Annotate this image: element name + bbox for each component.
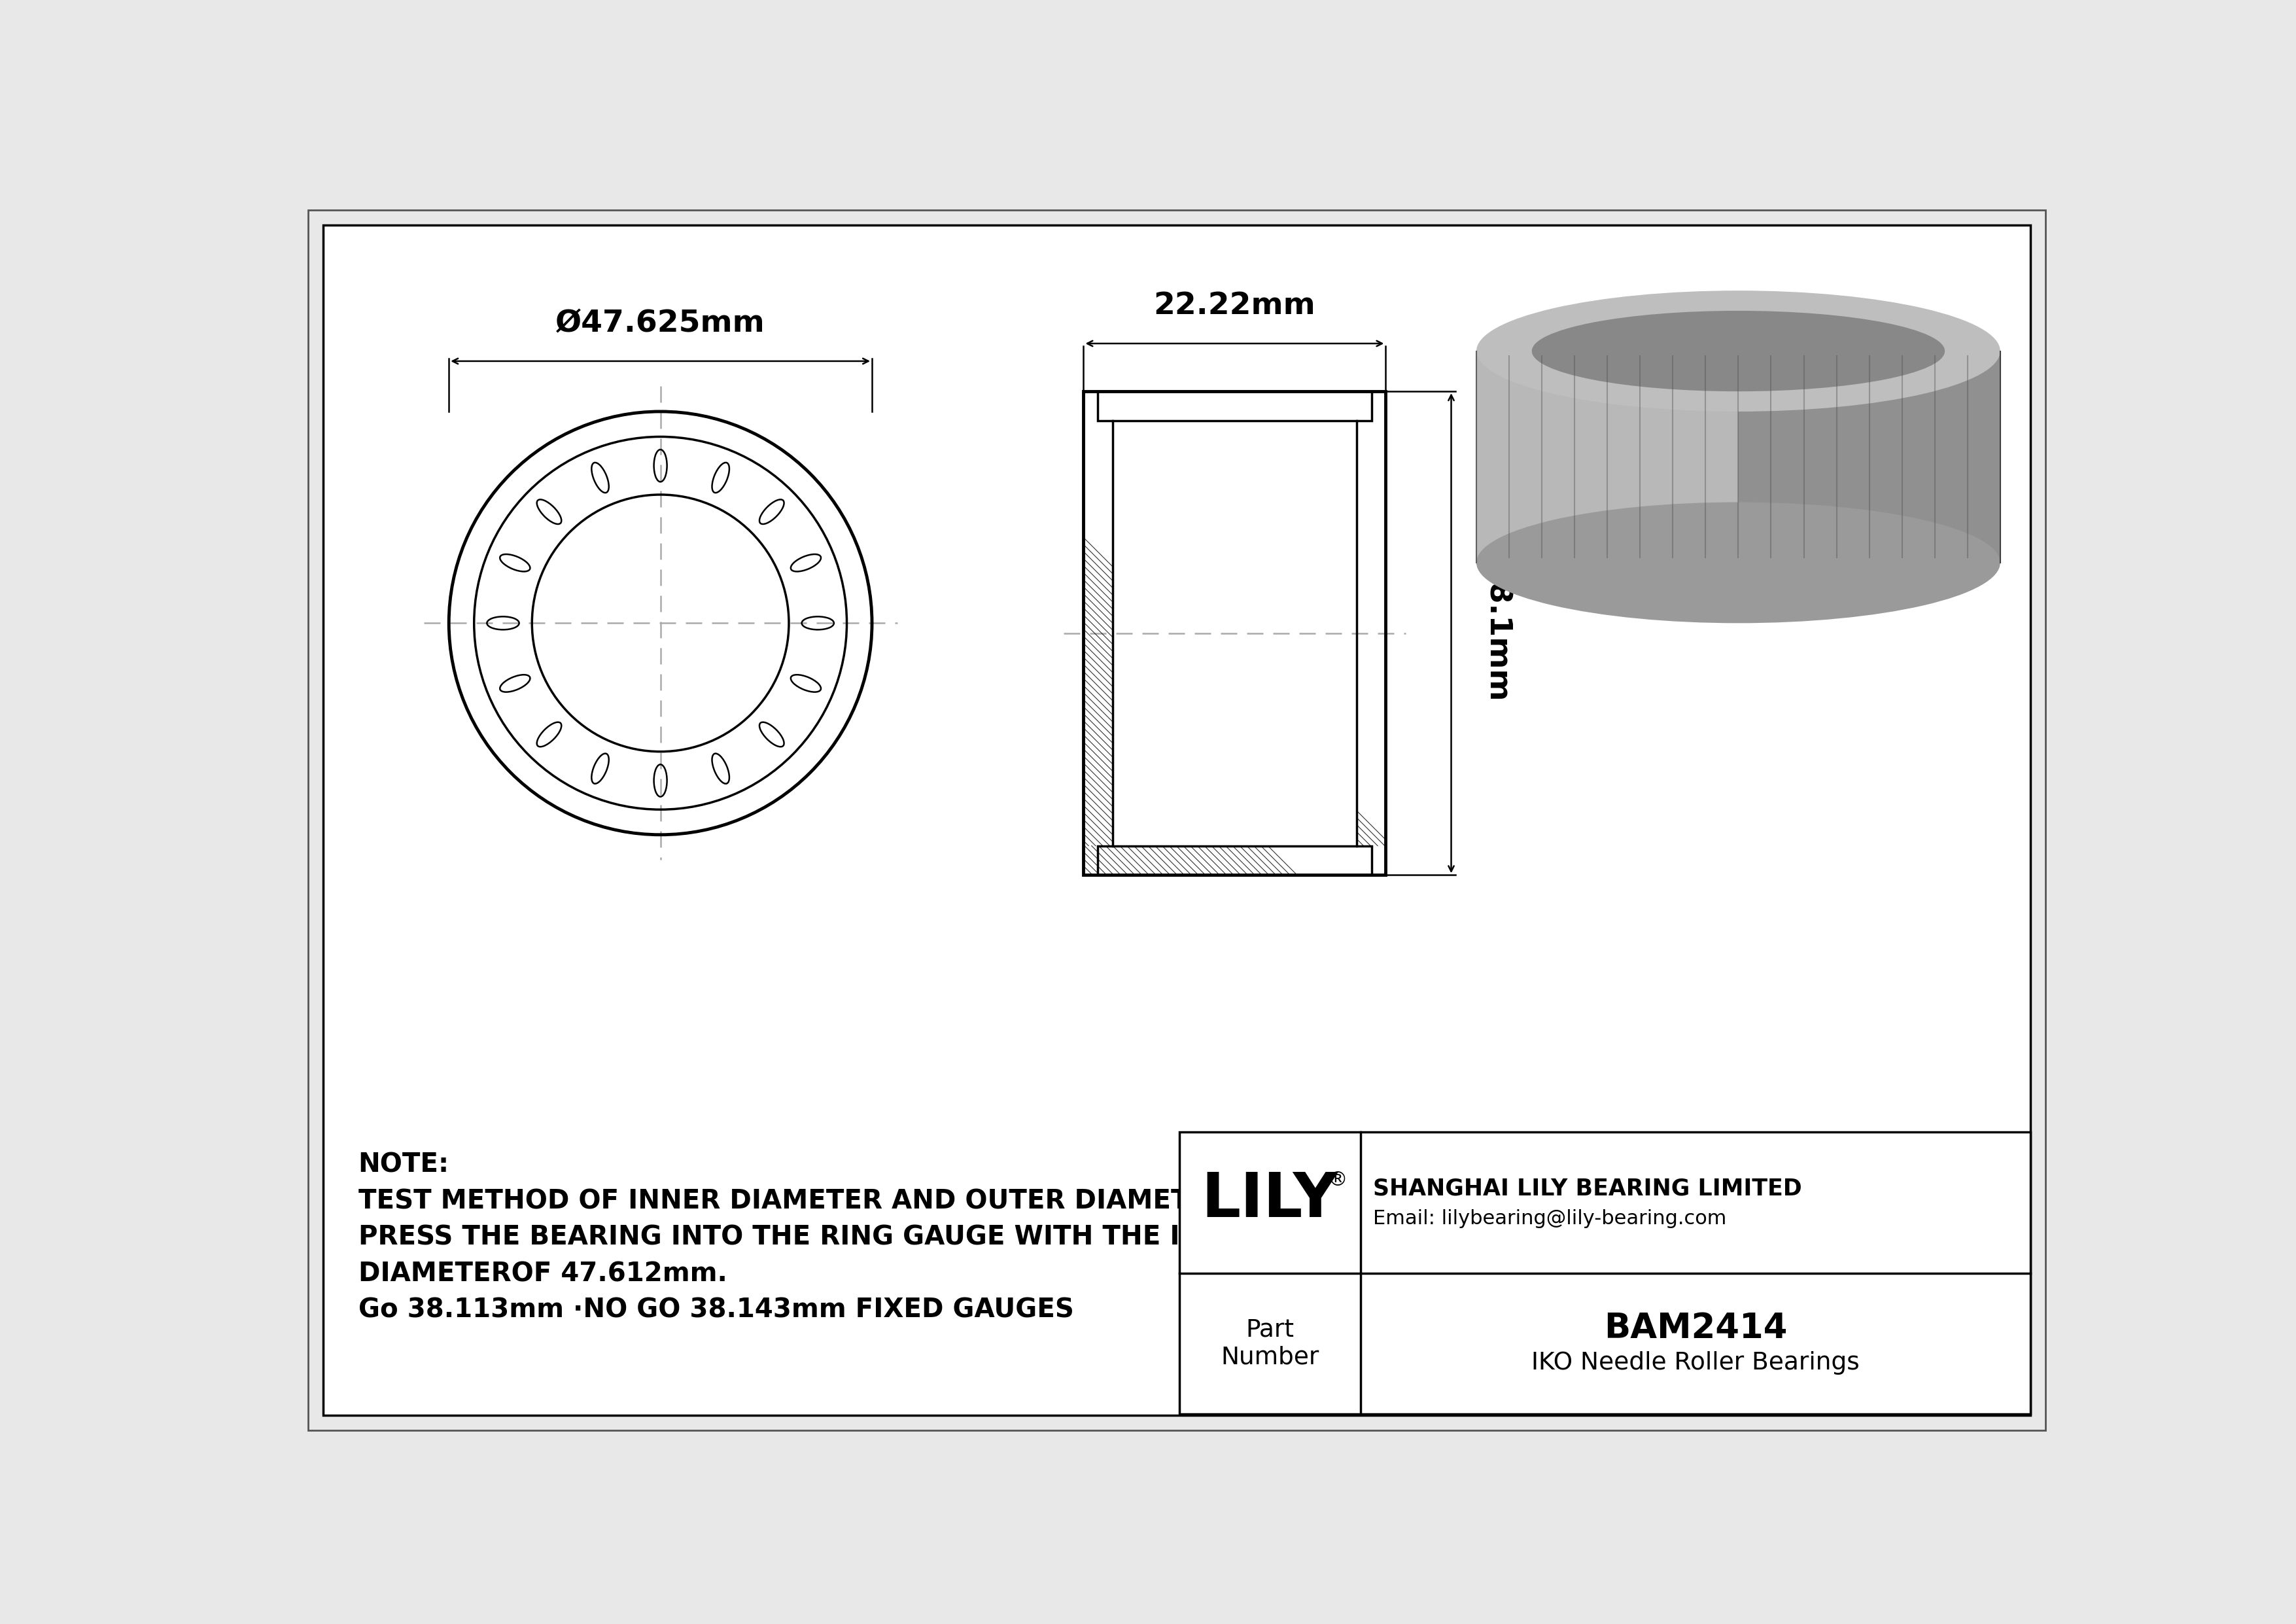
- Text: SHANGHAI LILY BEARING LIMITED: SHANGHAI LILY BEARING LIMITED: [1373, 1177, 1802, 1200]
- Text: 38.1mm: 38.1mm: [1481, 564, 1511, 703]
- Text: 22.22mm: 22.22mm: [1153, 291, 1316, 322]
- Text: Part
Number: Part Number: [1221, 1319, 1320, 1369]
- Text: IKO Needle Roller Bearings: IKO Needle Roller Bearings: [1531, 1351, 1860, 1374]
- Bar: [1180, 1132, 2030, 1415]
- Bar: [1097, 391, 1371, 421]
- Text: NOTE:: NOTE:: [358, 1151, 450, 1179]
- Text: TEST METHOD OF INNER DIAMETER AND OUTER DIAMETER.: TEST METHOD OF INNER DIAMETER AND OUTER …: [358, 1189, 1238, 1215]
- Text: Email: lilybearing@lily-bearing.com: Email: lilybearing@lily-bearing.com: [1373, 1210, 1727, 1228]
- Bar: [1084, 391, 1387, 875]
- Ellipse shape: [1476, 502, 2000, 624]
- Bar: [1738, 351, 2000, 562]
- Text: DIAMETEROF 47.612mm.: DIAMETEROF 47.612mm.: [358, 1260, 728, 1288]
- Ellipse shape: [1476, 291, 2000, 411]
- Text: ®: ®: [1327, 1171, 1348, 1189]
- Text: LILY: LILY: [1201, 1169, 1339, 1229]
- Text: Ø47.625mm: Ø47.625mm: [556, 309, 765, 338]
- Text: Go 38.113mm ·NO GO 38.143mm FIXED GAUGES: Go 38.113mm ·NO GO 38.143mm FIXED GAUGES: [358, 1298, 1075, 1324]
- Text: BAM2414: BAM2414: [1605, 1312, 1786, 1346]
- Bar: [1097, 846, 1371, 875]
- Text: PRESS THE BEARING INTO THE RING GAUGE WITH THE INNER: PRESS THE BEARING INTO THE RING GAUGE WI…: [358, 1224, 1263, 1250]
- Ellipse shape: [1531, 310, 1945, 391]
- Bar: [1476, 351, 1738, 562]
